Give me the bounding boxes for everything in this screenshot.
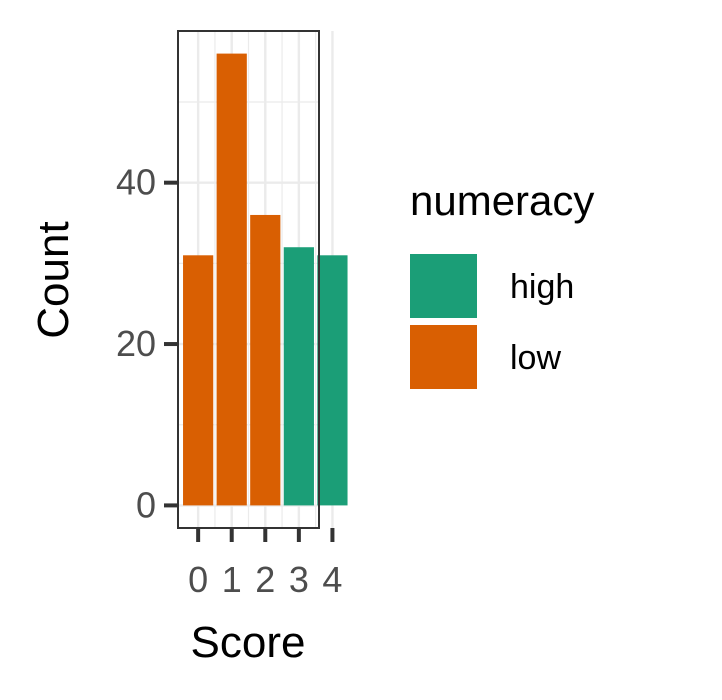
bar-3 [283,247,314,506]
x-tick-label: 3 [289,559,309,600]
bar-1 [216,53,247,506]
y-axis-title: Count [29,221,78,338]
x-tick-label: 4 [322,559,342,600]
bar-4 [317,255,348,506]
y-tick-label: 20 [116,323,156,364]
x-axis-title: Score [191,618,306,667]
y-tick-label: 0 [136,484,156,525]
legend-entries: high low [410,253,574,390]
legend-label-low: low [510,339,561,377]
y-tick-label: 40 [116,162,156,203]
legend: numeracy high low [410,177,594,390]
panel-border [177,30,320,529]
bars [183,53,348,506]
y-axis: 0 20 40 [116,162,178,525]
x-tick-label: 1 [222,559,242,600]
bar-2 [250,214,281,506]
x-tick-label: 2 [255,559,275,600]
legend-label-high: high [510,268,574,306]
x-tick-label: 0 [188,559,208,600]
legend-title: numeracy [410,177,594,224]
legend-key-low [410,325,477,389]
bar-0 [183,255,214,506]
legend-key-high [410,254,477,318]
